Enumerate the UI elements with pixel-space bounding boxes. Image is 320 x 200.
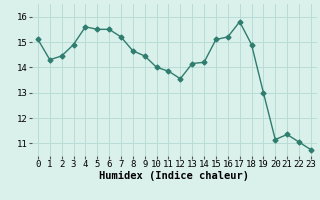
X-axis label: Humidex (Indice chaleur): Humidex (Indice chaleur) xyxy=(100,171,249,181)
